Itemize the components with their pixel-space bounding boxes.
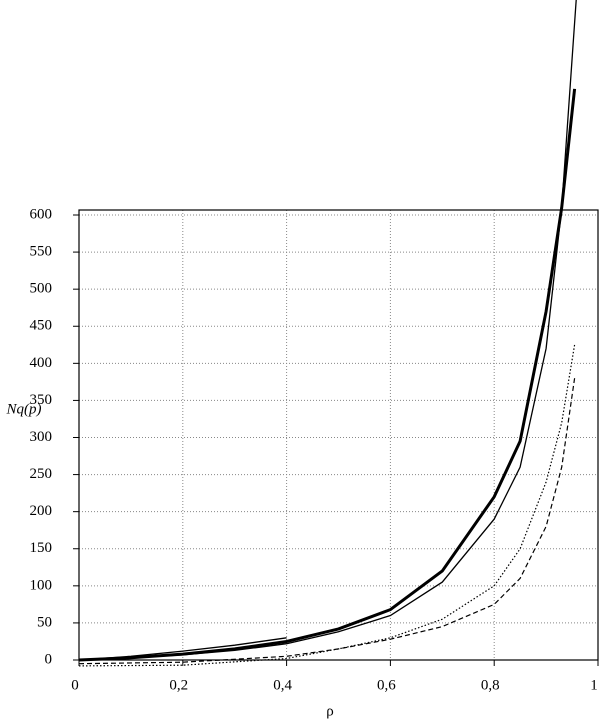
y-axis-label: Nq(p): [6, 401, 42, 417]
y-tick-label: 450: [30, 318, 53, 334]
series-line: [78, 0, 577, 661]
x-tick-label: 1: [590, 677, 598, 693]
y-tick-label: 350: [30, 392, 53, 408]
y-tick-label: 550: [30, 244, 53, 260]
series-line: [78, 88, 577, 662]
y-tick-label: 500: [30, 281, 53, 297]
y-tick-label: 400: [30, 355, 53, 371]
series-line: [78, 378, 576, 665]
y-tick-label: 250: [30, 466, 53, 482]
x-tick-label: 0,8: [481, 677, 500, 693]
x-tick-label: 0,4: [273, 677, 292, 693]
y-tick-label: 150: [30, 540, 53, 556]
x-tick-label: 0,2: [169, 677, 188, 693]
y-tick-label: 100: [30, 577, 53, 593]
x-tick-label: 0,6: [377, 677, 396, 693]
y-tick-label: 600: [30, 206, 53, 222]
series-line: [78, 637, 287, 661]
x-tick-label: 0: [71, 677, 79, 693]
y-tick-label: 300: [30, 429, 53, 445]
plot-frame: [78, 209, 599, 661]
y-tick-label: 50: [37, 614, 52, 630]
series-line: [78, 344, 576, 667]
y-tick-label: 200: [30, 503, 53, 519]
x-axis-label: ρ: [326, 703, 334, 719]
y-tick-label: 0: [45, 651, 53, 667]
